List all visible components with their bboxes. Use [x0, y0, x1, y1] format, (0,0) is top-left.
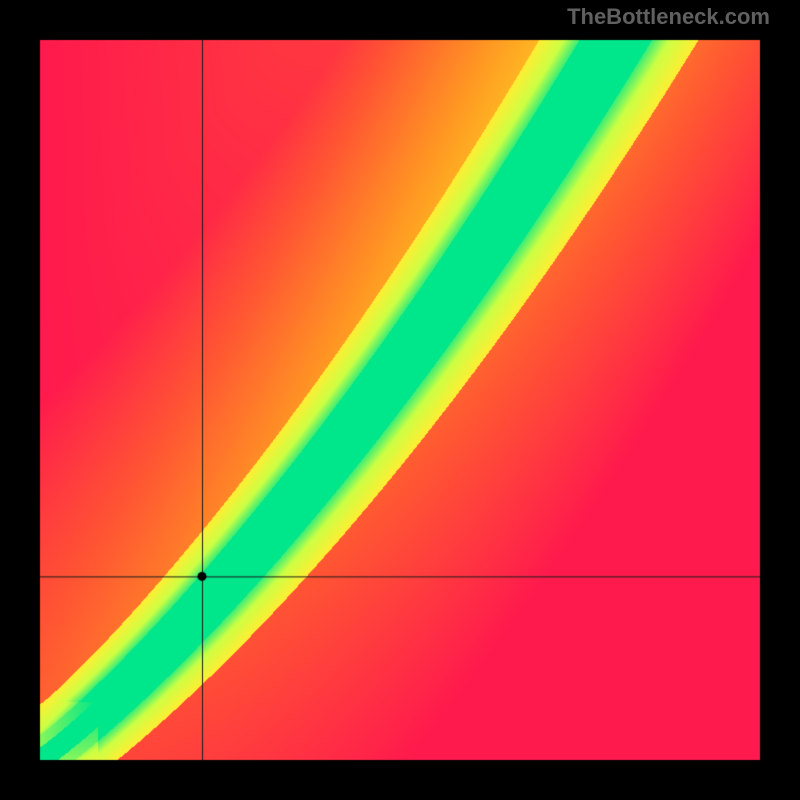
watermark-text: TheBottleneck.com — [567, 4, 770, 30]
chart-container: TheBottleneck.com — [0, 0, 800, 800]
heatmap-canvas — [0, 0, 800, 800]
